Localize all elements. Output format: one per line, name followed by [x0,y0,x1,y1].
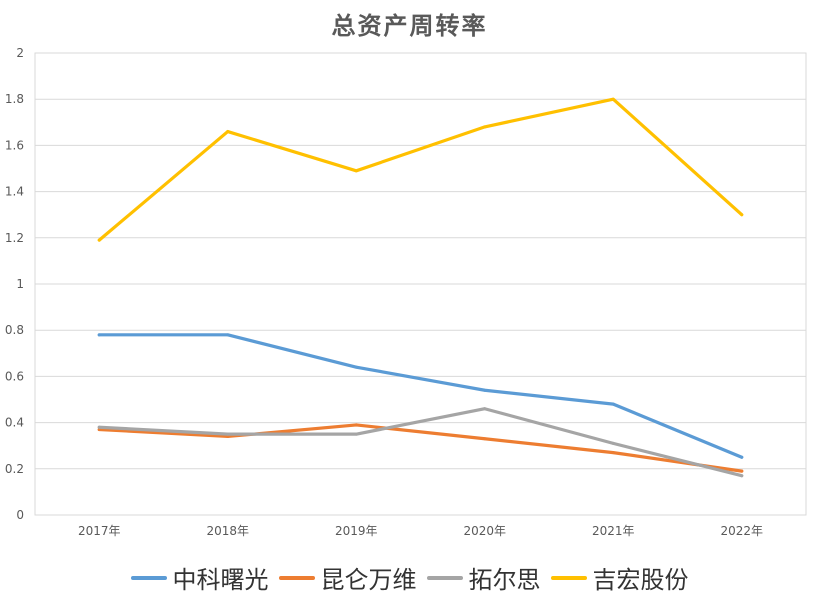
legend-swatch [550,575,587,580]
x-tick-label: 2021年 [592,524,635,538]
data-point [740,474,744,478]
x-tick-label: 2020年 [463,524,506,538]
series-line [97,423,744,473]
x-tick-label: 2022年 [720,524,763,538]
legend-swatch [426,575,463,580]
legend-label: 昆仑万维 [320,566,417,594]
legend-swatch [278,575,315,580]
legend-item: 中科曙光 [130,560,269,595]
legend-label: 拓尔思 [468,566,541,594]
data-point [611,402,615,406]
legend-item: 拓尔思 [426,560,541,595]
data-point [226,333,230,337]
data-point [354,432,358,436]
series-lines [97,97,744,478]
x-tick-label: 2018年 [206,524,249,538]
y-tick-label: 1 [16,277,24,291]
data-point [483,437,487,441]
legend-label: 中科曙光 [172,566,269,594]
legend-swatch [130,575,167,580]
y-tick-label: 1.4 [5,185,24,199]
data-point [97,238,101,242]
data-point [483,125,487,129]
y-tick-label: 1.2 [5,231,24,245]
y-tick-label: 2 [16,46,24,60]
y-tick-label: 0.4 [5,416,24,430]
y-tick-label: 1.8 [5,92,24,106]
data-point [611,441,615,445]
y-axis: 0 0.2 0.4 0.6 0.8 1 1.2 1.4 1.6 1.8 2 [5,46,24,522]
data-point [483,388,487,392]
chart-title: 总资产周转率 [331,12,488,40]
x-axis: 2017年 2018年 2019年 2020年 2021年 2022年 [78,524,763,538]
legend: 中科曙光 昆仑万维 拓尔思 吉宏股份 [0,560,819,595]
y-tick-label: 1.6 [5,138,24,152]
data-point [740,213,744,217]
y-tick-label: 0 [16,508,24,522]
data-point [226,130,230,134]
legend-item: 昆仑万维 [278,560,417,595]
data-point [611,97,615,101]
y-tick-label: 0.8 [5,323,24,337]
data-point [354,169,358,173]
data-point [483,407,487,411]
data-point [97,425,101,429]
legend-label: 吉宏股份 [592,566,689,594]
data-point [97,333,101,337]
legend-item: 吉宏股份 [550,560,689,595]
y-tick-label: 0.2 [5,462,24,476]
data-point [354,423,358,427]
gridlines [35,98,806,470]
data-point [226,432,230,436]
series-line [97,333,744,459]
data-point [740,469,744,473]
y-tick-label: 0.6 [5,369,24,383]
data-point [354,365,358,369]
x-tick-label: 2017年 [78,524,121,538]
series-line [97,97,744,242]
series-line [97,407,744,478]
x-tick-label: 2019年 [335,524,378,538]
data-point [740,455,744,459]
data-point [611,451,615,455]
